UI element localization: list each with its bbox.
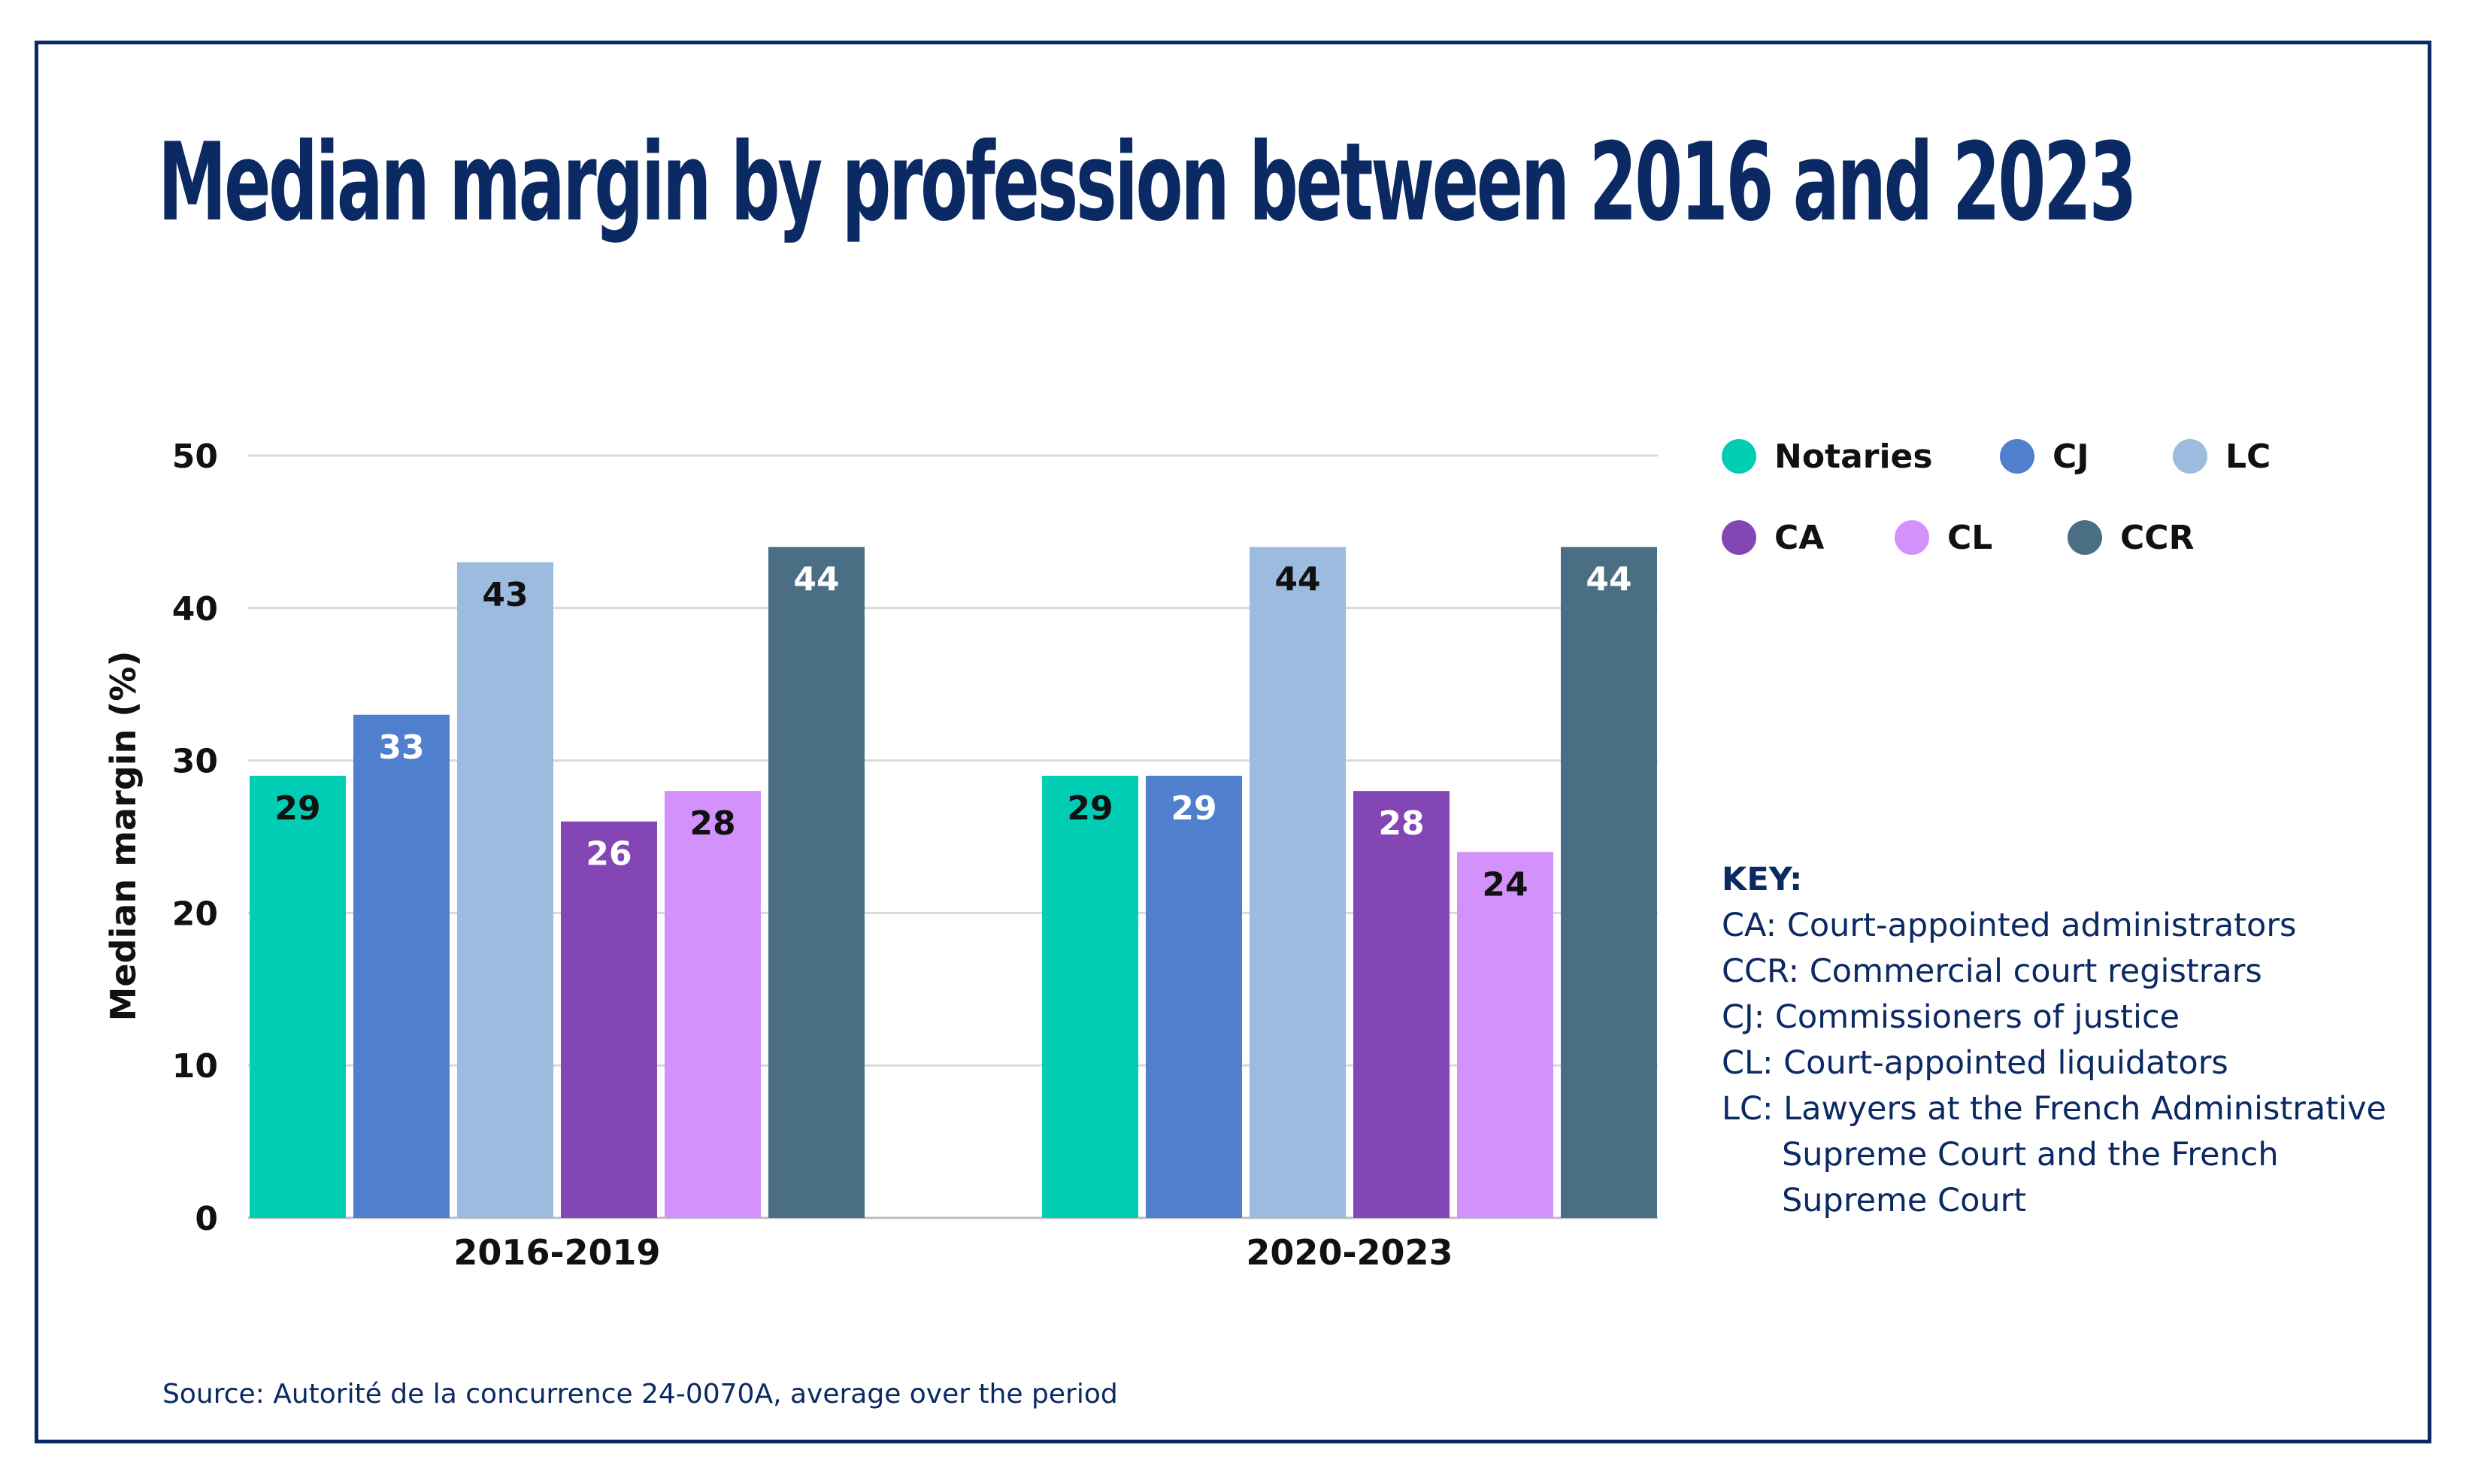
key-line: LC: Lawyers at the French Administrative — [1722, 1090, 2386, 1128]
legend: Notaries CJ LC CA CL CCR — [1722, 430, 2323, 610]
legend-label: Notaries — [1774, 437, 1933, 476]
bar — [1353, 791, 1450, 1218]
legend-swatch — [1722, 439, 1756, 474]
legend-swatch — [2173, 439, 2207, 474]
y-tick-label: 40 — [172, 590, 218, 628]
bar-value-label: 29 — [274, 789, 320, 828]
key-line: Supreme Court and the French — [1782, 1136, 2279, 1174]
legend-swatch — [1895, 520, 1929, 555]
chart-title: Median margin by profession between 2016… — [158, 120, 2137, 246]
legend-item: CA — [1722, 511, 1824, 564]
y-tick-label: 20 — [172, 895, 218, 933]
legend-item: Notaries — [1722, 430, 1933, 483]
legend-label: CL — [1947, 518, 1993, 557]
legend-label: CA — [1774, 518, 1825, 557]
bar — [353, 714, 450, 1218]
bar-value-label: 29 — [1067, 789, 1113, 828]
bar-value-label: 44 — [1274, 561, 1320, 599]
legend-label: LC — [2225, 437, 2271, 476]
y-tick-label: 50 — [172, 438, 218, 476]
y-axis-label: Median margin (%) — [103, 651, 144, 1022]
bar — [561, 821, 657, 1218]
y-tick-label: 0 — [195, 1200, 218, 1238]
bar-value-label: 44 — [793, 561, 839, 599]
chart-frame — [35, 41, 2431, 1443]
bar-value-label: 24 — [1482, 865, 1528, 904]
bar — [1250, 547, 1346, 1218]
y-tick-label: 30 — [172, 743, 218, 781]
bar-value-label: 33 — [378, 728, 424, 767]
bar — [1561, 547, 1657, 1218]
bar — [250, 775, 346, 1218]
legend-item: CJ — [2000, 430, 2089, 483]
bar-value-label: 26 — [586, 835, 632, 874]
bar-value-label: 28 — [1378, 804, 1424, 843]
bar — [768, 547, 865, 1218]
legend-label: CJ — [2052, 437, 2089, 476]
bar — [1146, 775, 1242, 1218]
bar — [1042, 775, 1138, 1218]
bar-value-label: 28 — [689, 804, 735, 843]
legend-label: CCR — [2120, 518, 2195, 557]
legend-swatch — [1722, 520, 1756, 555]
y-tick-label: 10 — [172, 1047, 218, 1086]
bar — [665, 791, 761, 1218]
legend-swatch — [2000, 439, 2034, 474]
bar-value-label: 43 — [482, 576, 528, 614]
bar-value-label: 29 — [1171, 789, 1216, 828]
x-tick-label: 2020-2023 — [1246, 1232, 1453, 1273]
source-note: Source: Autorité de la concurrence 24-00… — [162, 1379, 1118, 1410]
bar — [1457, 852, 1553, 1218]
key-line: CA: Court-appointed administrators — [1722, 907, 2297, 944]
legend-swatch — [2068, 520, 2102, 555]
legend-item: CL — [1895, 511, 1992, 564]
x-tick-label: 2016-2019 — [453, 1232, 660, 1273]
key-line: CJ: Commissioners of justice — [1722, 998, 2180, 1036]
key-line: Supreme Court — [1782, 1182, 2027, 1219]
bar-value-label: 44 — [1586, 561, 1631, 599]
abbreviation-key: KEY: CA: Court-appointed administrators … — [1722, 857, 2398, 1224]
bar — [457, 562, 553, 1218]
key-line: CL: Court-appointed liquidators — [1722, 1044, 2228, 1082]
key-line: CCR: Commercial court registrars — [1722, 952, 2262, 990]
legend-item: LC — [2173, 430, 2271, 483]
legend-item: CCR — [2068, 511, 2194, 564]
key-title: KEY: — [1722, 861, 1803, 898]
